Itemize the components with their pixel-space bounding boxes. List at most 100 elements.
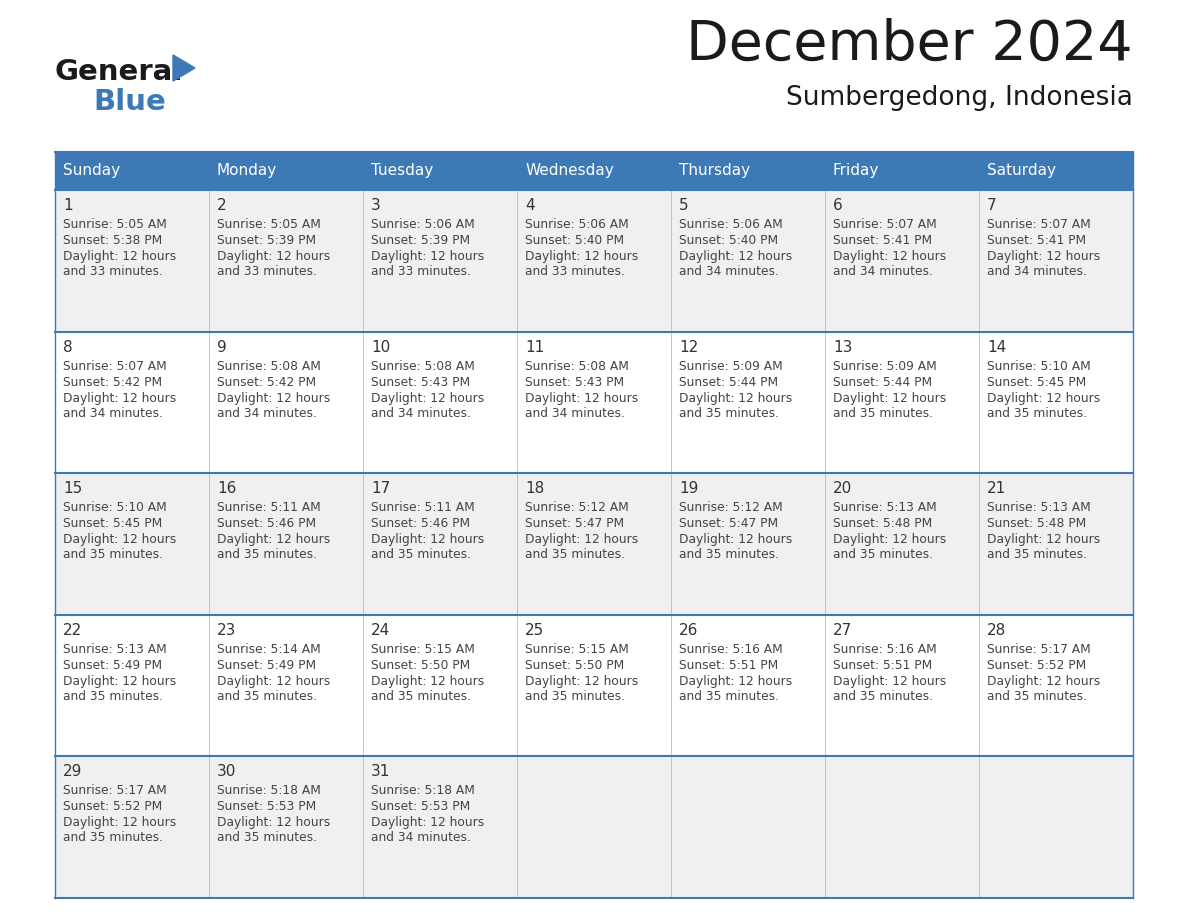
Text: and 35 minutes.: and 35 minutes. xyxy=(217,689,317,703)
Text: Sunset: 5:49 PM: Sunset: 5:49 PM xyxy=(217,659,316,672)
Text: Sunset: 5:41 PM: Sunset: 5:41 PM xyxy=(833,234,933,247)
Text: Daylight: 12 hours: Daylight: 12 hours xyxy=(217,392,330,405)
Text: Sunset: 5:48 PM: Sunset: 5:48 PM xyxy=(987,517,1086,531)
Text: Daylight: 12 hours: Daylight: 12 hours xyxy=(217,816,330,829)
Text: 29: 29 xyxy=(63,765,82,779)
Text: Daylight: 12 hours: Daylight: 12 hours xyxy=(371,816,485,829)
Text: and 35 minutes.: and 35 minutes. xyxy=(833,689,933,703)
Text: Daylight: 12 hours: Daylight: 12 hours xyxy=(217,675,330,688)
Text: 20: 20 xyxy=(833,481,852,497)
Text: Wednesday: Wednesday xyxy=(525,163,614,178)
Text: Sunset: 5:43 PM: Sunset: 5:43 PM xyxy=(371,375,470,388)
Text: Daylight: 12 hours: Daylight: 12 hours xyxy=(525,250,638,263)
Text: Sunset: 5:44 PM: Sunset: 5:44 PM xyxy=(833,375,933,388)
Text: General: General xyxy=(55,58,183,86)
Text: Sunrise: 5:13 AM: Sunrise: 5:13 AM xyxy=(833,501,937,514)
Text: Daylight: 12 hours: Daylight: 12 hours xyxy=(63,675,176,688)
Text: 26: 26 xyxy=(680,622,699,638)
Text: Daylight: 12 hours: Daylight: 12 hours xyxy=(63,250,176,263)
Text: 27: 27 xyxy=(833,622,852,638)
Text: Sunrise: 5:08 AM: Sunrise: 5:08 AM xyxy=(217,360,321,373)
Text: Sunset: 5:45 PM: Sunset: 5:45 PM xyxy=(987,375,1086,388)
Text: Sunset: 5:50 PM: Sunset: 5:50 PM xyxy=(525,659,624,672)
Text: Sunrise: 5:16 AM: Sunrise: 5:16 AM xyxy=(833,643,937,655)
Text: Sunrise: 5:10 AM: Sunrise: 5:10 AM xyxy=(987,360,1091,373)
Text: Sunset: 5:53 PM: Sunset: 5:53 PM xyxy=(371,800,470,813)
Text: Daylight: 12 hours: Daylight: 12 hours xyxy=(217,250,330,263)
Text: Daylight: 12 hours: Daylight: 12 hours xyxy=(371,250,485,263)
Text: 21: 21 xyxy=(987,481,1006,497)
Text: Sunrise: 5:12 AM: Sunrise: 5:12 AM xyxy=(525,501,628,514)
Text: Daylight: 12 hours: Daylight: 12 hours xyxy=(63,816,176,829)
Text: Daylight: 12 hours: Daylight: 12 hours xyxy=(680,250,792,263)
Text: Daylight: 12 hours: Daylight: 12 hours xyxy=(525,533,638,546)
Text: 6: 6 xyxy=(833,198,842,213)
Text: Daylight: 12 hours: Daylight: 12 hours xyxy=(371,392,485,405)
Text: 8: 8 xyxy=(63,340,72,354)
Text: Sunrise: 5:18 AM: Sunrise: 5:18 AM xyxy=(371,784,475,798)
Text: and 34 minutes.: and 34 minutes. xyxy=(217,407,317,420)
Text: Sunrise: 5:18 AM: Sunrise: 5:18 AM xyxy=(217,784,321,798)
Text: Sunrise: 5:13 AM: Sunrise: 5:13 AM xyxy=(63,643,166,655)
Text: 7: 7 xyxy=(987,198,997,213)
Text: and 35 minutes.: and 35 minutes. xyxy=(217,832,317,845)
Text: Sunrise: 5:06 AM: Sunrise: 5:06 AM xyxy=(525,218,628,231)
Text: Sunset: 5:52 PM: Sunset: 5:52 PM xyxy=(987,659,1086,672)
Text: Sunrise: 5:07 AM: Sunrise: 5:07 AM xyxy=(63,360,166,373)
Text: Tuesday: Tuesday xyxy=(371,163,434,178)
Text: Sunset: 5:39 PM: Sunset: 5:39 PM xyxy=(371,234,470,247)
Text: Sunset: 5:42 PM: Sunset: 5:42 PM xyxy=(63,375,162,388)
Text: and 35 minutes.: and 35 minutes. xyxy=(525,689,625,703)
Text: Sunset: 5:53 PM: Sunset: 5:53 PM xyxy=(217,800,316,813)
Text: and 33 minutes.: and 33 minutes. xyxy=(371,265,470,278)
Text: 9: 9 xyxy=(217,340,227,354)
Text: 30: 30 xyxy=(217,765,236,779)
Text: Daylight: 12 hours: Daylight: 12 hours xyxy=(680,392,792,405)
Text: Daylight: 12 hours: Daylight: 12 hours xyxy=(680,533,792,546)
Text: 15: 15 xyxy=(63,481,82,497)
Text: Sunrise: 5:08 AM: Sunrise: 5:08 AM xyxy=(371,360,475,373)
Text: Sunset: 5:46 PM: Sunset: 5:46 PM xyxy=(217,517,316,531)
Text: Sunday: Sunday xyxy=(63,163,120,178)
Text: 2: 2 xyxy=(217,198,227,213)
Text: 3: 3 xyxy=(371,198,380,213)
Bar xyxy=(55,615,1133,756)
Text: 12: 12 xyxy=(680,340,699,354)
Text: Sunrise: 5:11 AM: Sunrise: 5:11 AM xyxy=(217,501,321,514)
Text: 19: 19 xyxy=(680,481,699,497)
Text: 16: 16 xyxy=(217,481,236,497)
Text: Sunrise: 5:05 AM: Sunrise: 5:05 AM xyxy=(63,218,166,231)
Text: Daylight: 12 hours: Daylight: 12 hours xyxy=(371,533,485,546)
Text: Sunrise: 5:09 AM: Sunrise: 5:09 AM xyxy=(833,360,937,373)
Polygon shape xyxy=(173,55,195,81)
Text: 5: 5 xyxy=(680,198,689,213)
Text: Sunset: 5:47 PM: Sunset: 5:47 PM xyxy=(680,517,778,531)
Text: Daylight: 12 hours: Daylight: 12 hours xyxy=(833,675,947,688)
Text: Daylight: 12 hours: Daylight: 12 hours xyxy=(987,533,1100,546)
Text: Sunset: 5:41 PM: Sunset: 5:41 PM xyxy=(987,234,1086,247)
Bar xyxy=(55,473,1133,615)
Text: and 35 minutes.: and 35 minutes. xyxy=(63,548,163,561)
Text: Sunrise: 5:16 AM: Sunrise: 5:16 AM xyxy=(680,643,783,655)
Text: Sunrise: 5:09 AM: Sunrise: 5:09 AM xyxy=(680,360,783,373)
Text: and 33 minutes.: and 33 minutes. xyxy=(217,265,317,278)
Text: Daylight: 12 hours: Daylight: 12 hours xyxy=(525,392,638,405)
Text: Sunrise: 5:13 AM: Sunrise: 5:13 AM xyxy=(987,501,1091,514)
Text: 14: 14 xyxy=(987,340,1006,354)
Text: Daylight: 12 hours: Daylight: 12 hours xyxy=(63,392,176,405)
Text: 1: 1 xyxy=(63,198,72,213)
Text: Sunrise: 5:17 AM: Sunrise: 5:17 AM xyxy=(987,643,1091,655)
Text: Sunrise: 5:15 AM: Sunrise: 5:15 AM xyxy=(371,643,475,655)
Text: Sunrise: 5:06 AM: Sunrise: 5:06 AM xyxy=(680,218,783,231)
Text: Sunset: 5:50 PM: Sunset: 5:50 PM xyxy=(371,659,470,672)
Text: and 35 minutes.: and 35 minutes. xyxy=(680,548,779,561)
Text: Sunrise: 5:15 AM: Sunrise: 5:15 AM xyxy=(525,643,628,655)
Text: 22: 22 xyxy=(63,622,82,638)
Text: and 34 minutes.: and 34 minutes. xyxy=(371,407,470,420)
Text: Sunrise: 5:12 AM: Sunrise: 5:12 AM xyxy=(680,501,783,514)
Text: Sunset: 5:48 PM: Sunset: 5:48 PM xyxy=(833,517,933,531)
Text: Sunset: 5:38 PM: Sunset: 5:38 PM xyxy=(63,234,163,247)
Text: and 35 minutes.: and 35 minutes. xyxy=(217,548,317,561)
Text: Sunset: 5:39 PM: Sunset: 5:39 PM xyxy=(217,234,316,247)
Text: and 34 minutes.: and 34 minutes. xyxy=(987,265,1087,278)
